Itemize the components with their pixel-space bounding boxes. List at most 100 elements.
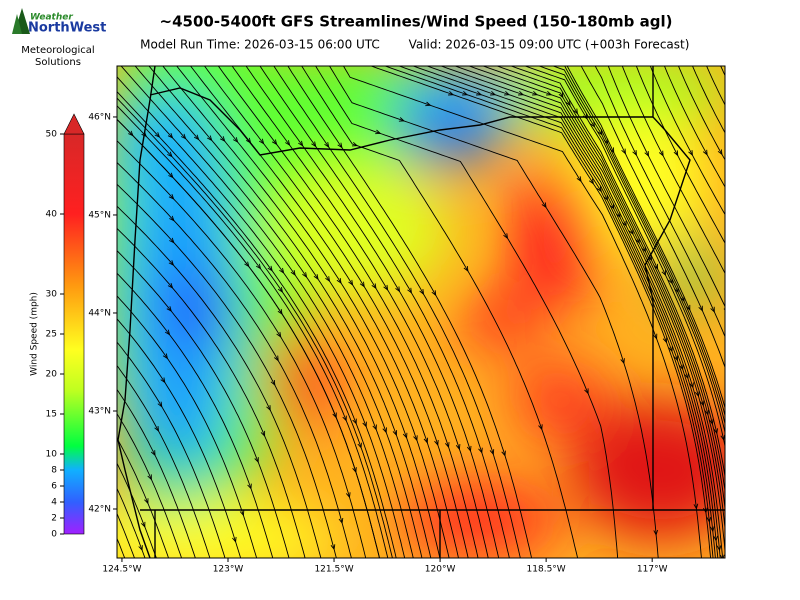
- streamline: [425, 66, 721, 558]
- streamline: [720, 66, 725, 77]
- streamline: [259, 66, 510, 558]
- streamline: [621, 66, 725, 275]
- stream-arrow: [737, 472, 741, 477]
- streamline: [117, 512, 135, 558]
- streamline: [383, 66, 714, 558]
- stream-arrow: [720, 554, 725, 558]
- lat-tick-label: 44°N: [88, 308, 111, 318]
- lon-tick-label: 120°W: [425, 565, 456, 575]
- streamline: [467, 66, 725, 532]
- streamline: [453, 66, 725, 556]
- streamline: [117, 364, 211, 558]
- streamline: [649, 66, 725, 216]
- lon-tick-label: 123°W: [213, 565, 244, 575]
- streamline: [369, 66, 712, 558]
- streamline: [706, 66, 725, 106]
- colorbar-tick-label: 20: [46, 370, 58, 380]
- stream-arrow: [724, 564, 728, 569]
- logo: Weather NorthWest Meteorological Solutio…: [12, 8, 106, 68]
- streamline: [148, 66, 432, 558]
- streamline: [117, 140, 367, 558]
- streamline: [342, 66, 702, 558]
- streamline: [481, 66, 725, 512]
- map-ticks: 46°N 45°N 44°N 43°N 42°N 124.5°W 123°W 121.5°W 1…: [88, 112, 667, 574]
- streamline: [217, 66, 479, 558]
- streamline: [120, 66, 414, 558]
- streamline: [523, 66, 725, 449]
- colorbar-tick-label: 40: [46, 210, 58, 220]
- colorbar: [63, 133, 85, 535]
- streamline: [176, 66, 450, 558]
- title: ~4500-5400ft GFS Streamlines/Wind Speed …: [160, 13, 673, 31]
- streamline: [117, 388, 196, 558]
- colorbar-label: Wind Speed (mph): [30, 292, 40, 376]
- streamline: [580, 66, 725, 369]
- borders: [117, 66, 725, 558]
- streamline: [439, 66, 724, 558]
- streamline: [117, 227, 306, 558]
- colorbar-ticks: 0 2 4 6 8 10 15 20 25 30 40 50: [46, 130, 64, 540]
- streamline: [117, 76, 406, 558]
- streamline: [245, 66, 500, 558]
- streamline: [117, 250, 290, 558]
- streamline: [117, 341, 226, 558]
- logo-line2: NorthWest: [28, 21, 106, 36]
- stream-arrow: [726, 444, 730, 449]
- stream-arrow: [734, 463, 738, 468]
- logo-caption: Solutions: [35, 57, 81, 68]
- colorbar-tick-label: 15: [46, 410, 57, 420]
- streamline: [663, 66, 725, 188]
- streamline: [537, 66, 725, 435]
- lon-tick-label: 121.5°W: [314, 565, 353, 575]
- streamline: [732, 60, 740, 78]
- stream-arrow: [733, 149, 737, 154]
- stream-arrow: [616, 560, 620, 565]
- colorbar-tick-label: 0: [51, 530, 57, 540]
- streamline: [117, 437, 169, 558]
- streamline: [117, 272, 274, 558]
- streamline: [117, 161, 352, 558]
- colorbar-tick-label: 25: [46, 330, 57, 340]
- streamline: [566, 66, 725, 410]
- streamline: [397, 66, 716, 558]
- streamline: [594, 66, 725, 338]
- streamline: [231, 66, 489, 558]
- valid-time: Valid: 2026-03-15 09:00 UTC (+003h Forec…: [409, 38, 690, 52]
- streamline: [411, 66, 719, 558]
- lat-tick-label: 45°N: [88, 210, 111, 220]
- streamline: [134, 66, 423, 558]
- streamline: [117, 462, 157, 558]
- logo-line1: Weather: [30, 13, 73, 23]
- colorbar-tick-label: 4: [51, 498, 57, 508]
- streamline: [677, 66, 725, 161]
- streamline: [635, 66, 725, 244]
- colorbar-tick-label: 10: [46, 450, 58, 460]
- wind-field: [117, 60, 741, 569]
- streamline: [117, 91, 397, 558]
- colorbar-tick-label: 30: [46, 290, 58, 300]
- streamline: [692, 66, 725, 134]
- streamline: [117, 318, 242, 558]
- streamlines: [117, 60, 741, 569]
- streamline: [329, 66, 659, 558]
- lat-tick-label: 42°N: [88, 504, 111, 514]
- colorbar-tick-label: 8: [51, 466, 57, 476]
- streamline: [273, 66, 521, 558]
- streamline: [287, 66, 533, 558]
- streamline: [117, 412, 183, 558]
- streamline: [117, 205, 322, 558]
- colorbar-tick-label: 2: [51, 514, 57, 524]
- streamline: [117, 295, 258, 558]
- colorbar-tick-label: 6: [51, 482, 57, 492]
- lon-tick-label: 124.5°W: [102, 565, 141, 575]
- streamline: [117, 183, 337, 558]
- streamline: [203, 66, 469, 558]
- lat-tick-label: 43°N: [88, 406, 111, 416]
- map-frame: [116, 65, 726, 559]
- streamline: [607, 66, 725, 308]
- model-run: Model Run Time: 2026-03-15 06:00 UTC: [140, 38, 380, 52]
- colorbar-tick-label: 50: [46, 130, 58, 140]
- colorbar-extend: [63, 113, 85, 135]
- lon-tick-label: 117°W: [637, 565, 668, 575]
- streamline: [162, 66, 441, 558]
